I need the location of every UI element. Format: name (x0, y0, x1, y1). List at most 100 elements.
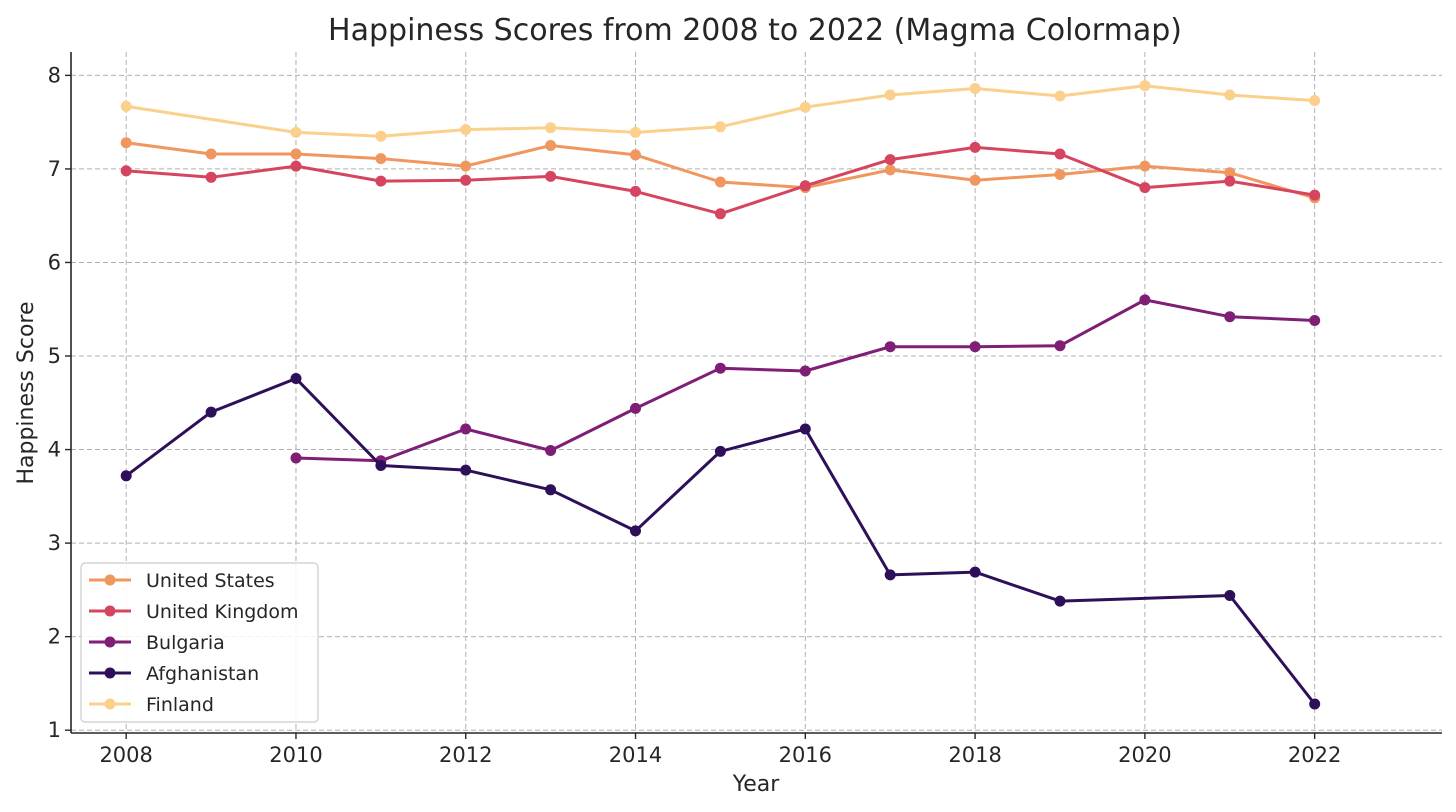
data-point-finland (1054, 90, 1066, 102)
x-tick-label: 2014 (609, 743, 662, 767)
data-point-finland (714, 121, 726, 133)
data-point-united-states (545, 140, 557, 151)
y-tick-label: 8 (48, 63, 61, 87)
data-point-united-kingdom (799, 180, 811, 192)
data-point-afghanistan (290, 373, 302, 384)
data-point-bulgaria (545, 445, 557, 456)
data-point-united-states (1054, 169, 1066, 180)
data-point-afghanistan (120, 470, 132, 482)
legend-label: United States (146, 570, 275, 592)
data-point-bulgaria (1054, 340, 1066, 352)
data-point-afghanistan (799, 423, 811, 435)
data-point-united-states (290, 148, 302, 160)
series-line-finland (125, 84, 1315, 138)
data-point-bulgaria (969, 341, 981, 353)
series-united-kingdom (120, 141, 1321, 220)
legend-label: Finland (146, 694, 214, 716)
data-point-united-kingdom (1309, 189, 1321, 201)
data-point-afghanistan (1309, 698, 1321, 710)
series-afghanistan (120, 373, 1321, 710)
data-point-afghanistan (375, 460, 387, 471)
data-point-afghanistan (545, 484, 557, 496)
legend-swatch-marker (104, 698, 116, 710)
data-point-finland (799, 101, 811, 113)
legend-label: Bulgaria (146, 632, 225, 654)
data-point-afghanistan (1054, 595, 1066, 607)
data-point-united-kingdom (714, 208, 726, 220)
x-tick-label: 2018 (948, 743, 1001, 767)
y-tick-label: 7 (48, 157, 61, 181)
data-point-afghanistan (884, 569, 896, 581)
data-point-bulgaria (630, 402, 641, 414)
x-axis-label: Year (732, 772, 781, 797)
data-point-finland (545, 122, 557, 134)
y-tick-label: 1 (48, 718, 61, 742)
data-point-bulgaria (460, 423, 472, 435)
data-point-finland (460, 124, 472, 136)
y-axis-ticks: 1 2 3 4 5 6 7 8 (48, 63, 71, 742)
data-point-afghanistan (630, 525, 641, 537)
legend-swatch-marker (104, 574, 116, 586)
series-finland (120, 80, 1321, 142)
legend-swatch-marker (104, 667, 116, 679)
data-point-united-states (884, 164, 896, 176)
data-point-finland (1309, 95, 1321, 107)
data-point-finland (1224, 89, 1236, 101)
series-layer (120, 80, 1321, 710)
legend: United States United Kingdom Bulgaria Afgha… (80, 562, 319, 723)
data-point-united-states (714, 176, 726, 188)
data-point-finland (884, 89, 896, 101)
legend-label: Afghanistan (146, 663, 259, 685)
data-point-united-kingdom (290, 160, 302, 172)
y-tick-label: 4 (48, 438, 61, 462)
data-point-united-kingdom (630, 185, 641, 197)
x-tick-label: 2010 (269, 743, 322, 767)
x-tick-label: 2012 (439, 743, 492, 767)
x-axis-ticks: 2008 2010 2012 2014 2016 2018 2020 2022 (99, 733, 1341, 767)
data-point-united-kingdom (375, 175, 387, 187)
data-point-finland (630, 126, 641, 138)
chart-title: Happiness Scores from 2008 to 2022 (Magm… (328, 13, 1182, 48)
legend-item-afghanistan: Afghanistan (89, 663, 259, 685)
data-point-united-states (1224, 167, 1236, 179)
data-point-united-kingdom (884, 154, 896, 166)
axes (70, 52, 1442, 734)
data-point-bulgaria (799, 365, 811, 377)
x-tick-label: 2020 (1118, 743, 1171, 767)
data-point-bulgaria (1309, 315, 1321, 326)
y-tick-label: 3 (48, 531, 61, 555)
legend-item-united-states: United States (89, 570, 275, 592)
y-tick-label: 5 (48, 344, 61, 368)
data-point-bulgaria (1224, 311, 1236, 323)
data-point-united-kingdom (120, 165, 132, 177)
legend-swatch-marker (104, 605, 116, 617)
data-point-finland (969, 83, 981, 94)
legend-item-finland: Finland (89, 694, 214, 716)
x-tick-label: 2022 (1288, 743, 1341, 767)
data-point-united-states (1139, 160, 1151, 172)
data-point-bulgaria (290, 452, 302, 464)
data-point-united-states (120, 137, 132, 149)
data-point-united-kingdom (1054, 148, 1066, 160)
data-point-afghanistan (714, 445, 726, 457)
data-point-finland (375, 130, 387, 142)
legend-item-united-kingdom: United Kingdom (89, 601, 299, 623)
data-point-finland (1139, 80, 1151, 92)
data-point-afghanistan (460, 464, 472, 476)
y-axis-label: Happiness Score (14, 301, 39, 484)
data-point-united-states (969, 174, 981, 186)
data-point-bulgaria (714, 362, 726, 374)
data-point-united-kingdom (205, 171, 217, 183)
data-point-afghanistan (1224, 590, 1236, 601)
data-point-united-states (375, 153, 387, 165)
data-point-bulgaria (1139, 294, 1151, 306)
data-point-united-states (205, 148, 217, 160)
x-tick-label: 2008 (99, 743, 152, 767)
legend-label: United Kingdom (146, 601, 299, 623)
data-point-united-kingdom (969, 141, 981, 153)
data-point-united-kingdom (545, 170, 557, 182)
series-bulgaria (290, 294, 1321, 467)
data-point-afghanistan (969, 566, 981, 578)
data-point-finland (290, 126, 302, 138)
